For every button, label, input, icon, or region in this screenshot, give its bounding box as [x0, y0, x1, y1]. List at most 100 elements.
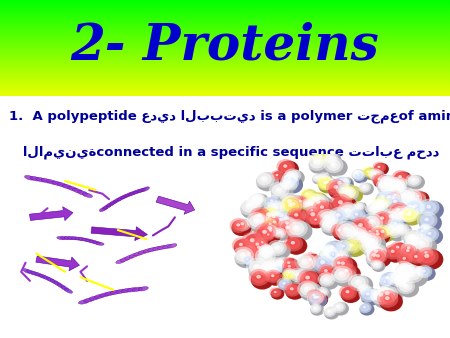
Circle shape — [260, 246, 278, 261]
Circle shape — [377, 181, 393, 194]
Circle shape — [272, 220, 278, 225]
Circle shape — [401, 189, 422, 206]
Circle shape — [346, 225, 368, 243]
Circle shape — [317, 172, 330, 183]
Circle shape — [311, 149, 330, 165]
Circle shape — [378, 201, 384, 206]
Circle shape — [339, 272, 344, 276]
Circle shape — [255, 215, 263, 222]
Circle shape — [399, 254, 410, 264]
Bar — [0, 10, 450, 11]
Circle shape — [311, 216, 320, 224]
Circle shape — [326, 248, 332, 254]
Circle shape — [371, 201, 392, 218]
Circle shape — [323, 246, 334, 256]
Circle shape — [367, 203, 380, 213]
Circle shape — [332, 209, 346, 222]
Circle shape — [376, 230, 378, 233]
Circle shape — [268, 222, 273, 226]
Circle shape — [316, 209, 338, 227]
Circle shape — [259, 207, 279, 223]
Circle shape — [240, 253, 245, 257]
Circle shape — [287, 261, 290, 264]
Circle shape — [402, 210, 415, 220]
Ellipse shape — [121, 194, 129, 199]
Circle shape — [278, 219, 298, 237]
Ellipse shape — [52, 181, 62, 186]
Circle shape — [378, 200, 384, 206]
Circle shape — [353, 219, 369, 232]
Circle shape — [379, 287, 403, 306]
Circle shape — [423, 228, 443, 245]
Circle shape — [331, 223, 348, 238]
Circle shape — [348, 243, 356, 249]
Circle shape — [365, 228, 374, 235]
Circle shape — [343, 180, 346, 182]
Circle shape — [328, 207, 349, 224]
Circle shape — [392, 178, 411, 194]
Circle shape — [396, 246, 399, 248]
Circle shape — [270, 264, 283, 274]
Circle shape — [319, 204, 326, 211]
Circle shape — [252, 239, 264, 250]
Circle shape — [261, 246, 272, 256]
Bar — [0, 33, 450, 34]
Circle shape — [279, 216, 296, 231]
Circle shape — [274, 228, 289, 241]
Circle shape — [313, 199, 332, 216]
Ellipse shape — [94, 294, 104, 299]
Circle shape — [356, 173, 359, 175]
Circle shape — [379, 202, 382, 204]
Circle shape — [246, 258, 249, 261]
Circle shape — [262, 254, 267, 257]
Circle shape — [378, 189, 400, 206]
Circle shape — [356, 231, 372, 243]
Circle shape — [401, 265, 423, 283]
Circle shape — [361, 167, 375, 177]
Circle shape — [266, 197, 278, 206]
Circle shape — [315, 201, 336, 219]
Circle shape — [303, 255, 317, 266]
Circle shape — [397, 185, 400, 188]
Circle shape — [267, 212, 287, 227]
Circle shape — [398, 175, 402, 178]
Bar — [0, 78, 450, 79]
Circle shape — [376, 191, 396, 208]
Circle shape — [370, 252, 379, 259]
Ellipse shape — [120, 257, 130, 262]
Circle shape — [288, 265, 291, 268]
Circle shape — [409, 204, 412, 207]
Circle shape — [273, 205, 279, 211]
Circle shape — [416, 195, 420, 198]
Bar — [0, 77, 450, 78]
Circle shape — [341, 261, 345, 265]
Circle shape — [338, 185, 348, 193]
Circle shape — [372, 261, 385, 272]
Circle shape — [375, 254, 382, 259]
Circle shape — [319, 174, 328, 181]
Circle shape — [337, 184, 353, 197]
Circle shape — [416, 267, 424, 274]
Circle shape — [352, 218, 376, 238]
Circle shape — [341, 188, 359, 202]
Circle shape — [323, 178, 338, 191]
Circle shape — [362, 186, 365, 188]
Circle shape — [387, 193, 405, 207]
Circle shape — [360, 288, 382, 306]
Circle shape — [378, 286, 390, 296]
Circle shape — [287, 199, 292, 203]
Circle shape — [364, 291, 372, 297]
Circle shape — [334, 268, 350, 281]
Circle shape — [338, 200, 343, 204]
Circle shape — [399, 226, 405, 231]
Circle shape — [350, 209, 369, 225]
Circle shape — [385, 291, 390, 295]
Circle shape — [284, 262, 301, 276]
Circle shape — [285, 219, 308, 238]
Circle shape — [291, 270, 304, 280]
Circle shape — [340, 187, 346, 191]
Circle shape — [289, 287, 296, 292]
Circle shape — [382, 280, 388, 284]
Circle shape — [235, 223, 242, 228]
Circle shape — [359, 303, 374, 316]
